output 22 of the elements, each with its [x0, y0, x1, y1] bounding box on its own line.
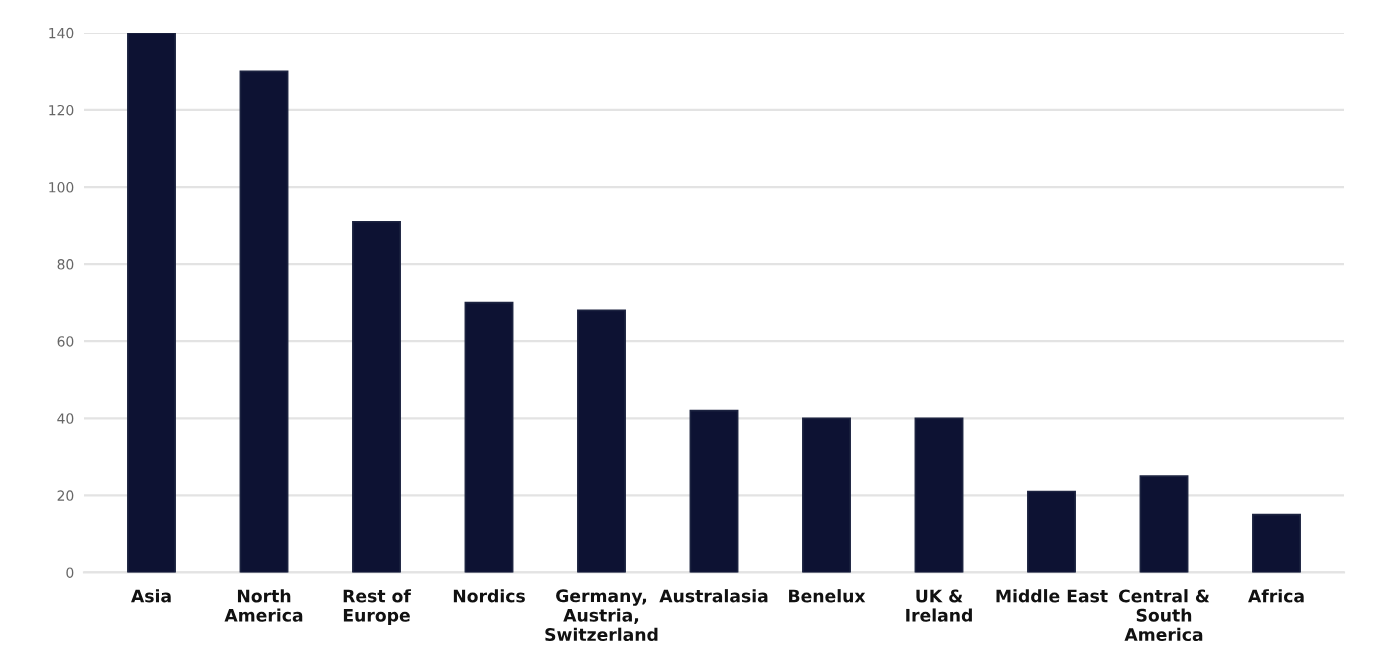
x-tick-label: Middle East — [996, 589, 1108, 603]
x-tick-label: Central & South America — [1118, 589, 1210, 642]
bar — [127, 32, 176, 573]
bar — [464, 301, 514, 573]
bar — [1252, 513, 1301, 573]
bar — [577, 309, 626, 573]
x-tick-label: Nordics — [453, 589, 525, 603]
bar — [802, 417, 851, 573]
x-tick-label: Germany, Austria, Switzerland — [545, 589, 658, 642]
x-tick-label: Benelux — [789, 589, 866, 603]
x-tick-label: Africa — [1248, 589, 1304, 603]
bar — [689, 409, 739, 573]
x-tick-label: Rest of Europe — [343, 589, 412, 626]
x-tick-label: Australasia — [659, 589, 768, 603]
bar — [1139, 475, 1189, 573]
bar — [239, 70, 289, 573]
x-tick-label: North America — [224, 589, 303, 622]
bar — [352, 220, 401, 573]
bar — [914, 417, 964, 573]
x-tick-label: UK & Ireland — [906, 589, 972, 622]
x-tick-label: Asia — [131, 589, 171, 603]
bar — [1027, 490, 1076, 573]
